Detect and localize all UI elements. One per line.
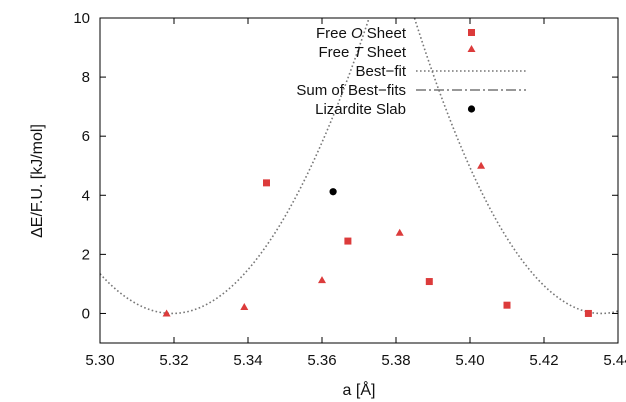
x-tick-label: 5.30 (85, 352, 114, 369)
point-lizardite-slab (329, 188, 337, 196)
fit-curves (100, 18, 618, 315)
x-tick-label: 5.44 (603, 352, 626, 369)
x-tick-label: 5.38 (381, 352, 410, 369)
legend-label-sum-of-best-fits: Sum of Best−fits (296, 82, 406, 99)
y-axis-label: ΔE/F.U. [kJ/mol] (29, 124, 46, 238)
best-fit-curve-t-sheet (100, 18, 370, 315)
x-axis-label: a [Å] (343, 380, 376, 399)
y-tick-label: 2 (82, 246, 90, 263)
point-free-t-sheet (240, 302, 249, 310)
legend-label-lizardite-slab: Lizardite Slab (315, 101, 406, 118)
point-free-t-sheet (162, 309, 171, 317)
legend-marker-triangle (467, 45, 476, 52)
y-tick-label: 4 (82, 187, 90, 204)
legend: Free O Sheet Free T Sheet Best−fit Sum o… (296, 25, 526, 118)
point-free-o-sheet (344, 237, 352, 245)
legend-label-best-fit: Best−fit (356, 63, 407, 80)
point-free-t-sheet (318, 276, 326, 284)
x-tick-label: 5.36 (307, 352, 336, 369)
point-free-o-sheet (503, 301, 511, 309)
point-free-o-sheet (263, 179, 270, 187)
legend-marker-square (468, 29, 475, 36)
y-tick-label: 6 (82, 128, 90, 145)
legend-label-free-t-sheet: Free T Sheet (318, 44, 406, 61)
x-tick-label: 5.42 (529, 352, 558, 369)
y-tick-label: 8 (82, 69, 90, 86)
legend-label-free-o-sheet: Free O Sheet (316, 25, 407, 42)
y-tick-label: 0 (82, 305, 90, 322)
data-markers (162, 161, 592, 317)
axis-ticks: 5.30 5.32 5.34 5.36 5.38 5.40 5.42 5.44 0 2 4 6 8 10 (73, 10, 626, 369)
best-fit-curve-o-sheet (413, 18, 618, 315)
x-tick-label: 5.32 (159, 352, 188, 369)
y-tick-label: 10 (73, 10, 90, 27)
point-free-o-sheet (584, 309, 592, 317)
x-tick-label: 5.34 (233, 352, 262, 369)
x-tick-label: 5.40 (455, 352, 484, 369)
point-free-t-sheet (395, 228, 404, 236)
plot-frame (99, 17, 619, 344)
legend-marker-circle (467, 105, 476, 113)
point-free-o-sheet (425, 278, 433, 286)
point-free-t-sheet (477, 161, 486, 169)
